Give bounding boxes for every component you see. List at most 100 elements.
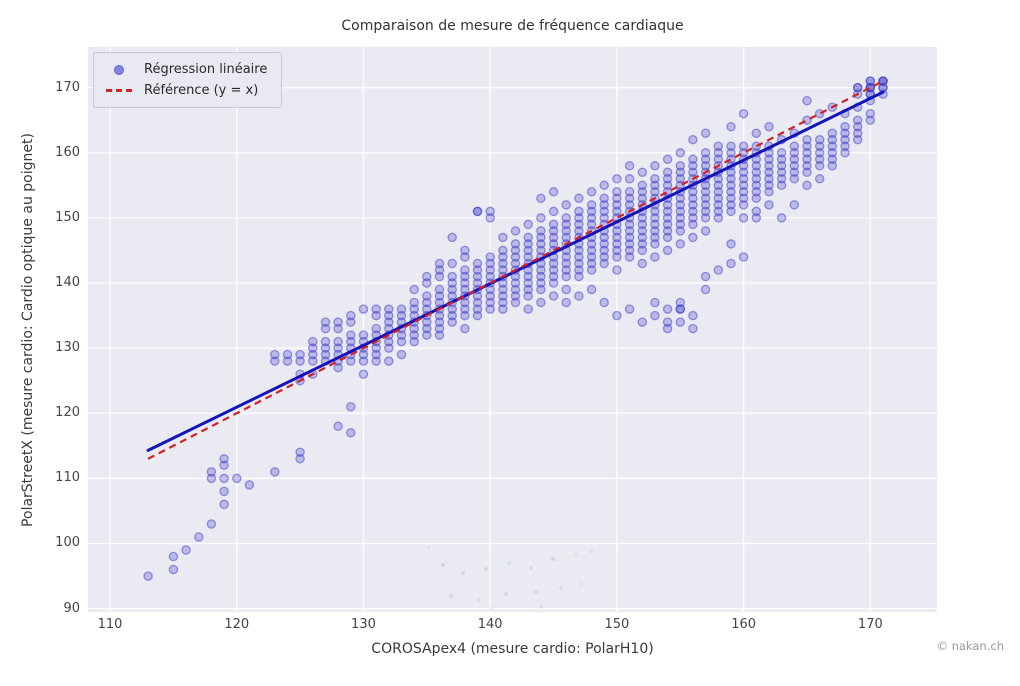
scatter-point [624,187,635,197]
scatter-point [346,428,356,438]
scatter-point [713,141,724,151]
scatter-point [612,232,622,243]
scatter-point [789,141,800,151]
scatter-point [599,206,609,217]
scatter-point [548,226,559,236]
scatter-point [510,245,521,256]
scatter-point [599,200,609,210]
scatter-point [662,154,673,165]
scatter-point [662,304,673,314]
legend-label-reference: Référence (y = x) [144,83,259,98]
compression-noise-artifact [428,546,430,548]
scatter-point [523,278,533,288]
scatter-point [510,284,521,295]
scatter-point [688,206,698,217]
scatter-point [827,161,838,171]
scatter-point [510,239,521,249]
scatter-point [802,154,812,165]
scatter-point [599,193,609,204]
y-tick-label: 160 [55,144,80,160]
scatter-point [206,473,217,484]
scatter-point [662,213,673,223]
x-tick-label: 110 [97,617,123,632]
scatter-point [840,134,850,145]
scatter-point [624,219,635,230]
scatter-point [320,349,331,360]
scatter-point [308,343,318,353]
scatter-point [485,213,495,223]
scatter-point [662,232,673,243]
scatter-point [548,258,559,269]
y-tick-label: 120 [55,405,80,421]
scatter-point [409,297,419,308]
scatter-point [840,121,850,132]
scatter-point [700,213,711,223]
scatter-point [510,258,521,269]
scatter-point [536,193,546,204]
scatter-point [650,297,660,308]
scatter-point [802,161,812,171]
scatter-point [700,271,711,282]
scatter-point [852,115,863,125]
scatter-point [840,141,850,151]
scatter-point [586,265,597,275]
scatter-point [612,239,622,249]
scatter-point [333,323,343,334]
scatter-point [447,291,457,301]
scatter-point [561,297,571,308]
scatter-point [523,232,533,243]
scatter-point [827,141,838,151]
scatter-point [371,349,381,360]
scatter-point [282,356,293,366]
reference-line [147,80,884,460]
scatter-point [726,193,736,204]
scatter-point [637,226,648,236]
scatter-point [472,291,483,301]
scatter-point [789,167,800,178]
scatter-point [308,356,318,366]
scatter-point [548,232,559,243]
scatter-point [738,108,749,119]
scatter-point [612,245,622,256]
scatter-point [650,161,660,171]
scatter-point [409,304,419,314]
scatter-point [713,174,724,184]
scatter-point [814,174,825,184]
scatter-point [700,200,711,210]
scatter-point [713,187,724,197]
scatter-point [700,161,711,171]
scatter-point [814,161,825,171]
scatter-point [523,245,533,256]
scatter-point [485,297,495,308]
scatter-point [548,206,559,217]
scatter-point [422,271,432,282]
scatter-point [700,154,711,165]
scatter-point [599,297,609,308]
scatter-point [802,115,812,125]
scatter-point [637,232,648,243]
scatter-point [422,323,432,334]
scatter-point [675,297,686,308]
scatter-point [561,226,571,236]
scatter-point [599,245,609,256]
scatter-point [447,304,457,314]
scatter-point [650,226,660,236]
scatter-point [738,174,749,184]
scatter-point [650,310,660,321]
scatter-point [650,213,660,223]
scatter-point [814,154,825,165]
legend-label-regression: Régression linéaire [144,62,268,77]
scatter-point [523,239,533,249]
scatter-point [700,148,711,158]
scatter-point [688,134,698,145]
scatter-point [700,284,711,295]
scatter-point [168,551,179,562]
scatter-point [789,161,800,171]
scatter-point [852,121,863,132]
scatter-point [320,323,331,334]
scatter-point [219,460,229,471]
scatter-point [865,115,876,125]
scatter-point [434,271,445,282]
scatter-point [624,193,635,204]
scatter-point [751,213,762,223]
